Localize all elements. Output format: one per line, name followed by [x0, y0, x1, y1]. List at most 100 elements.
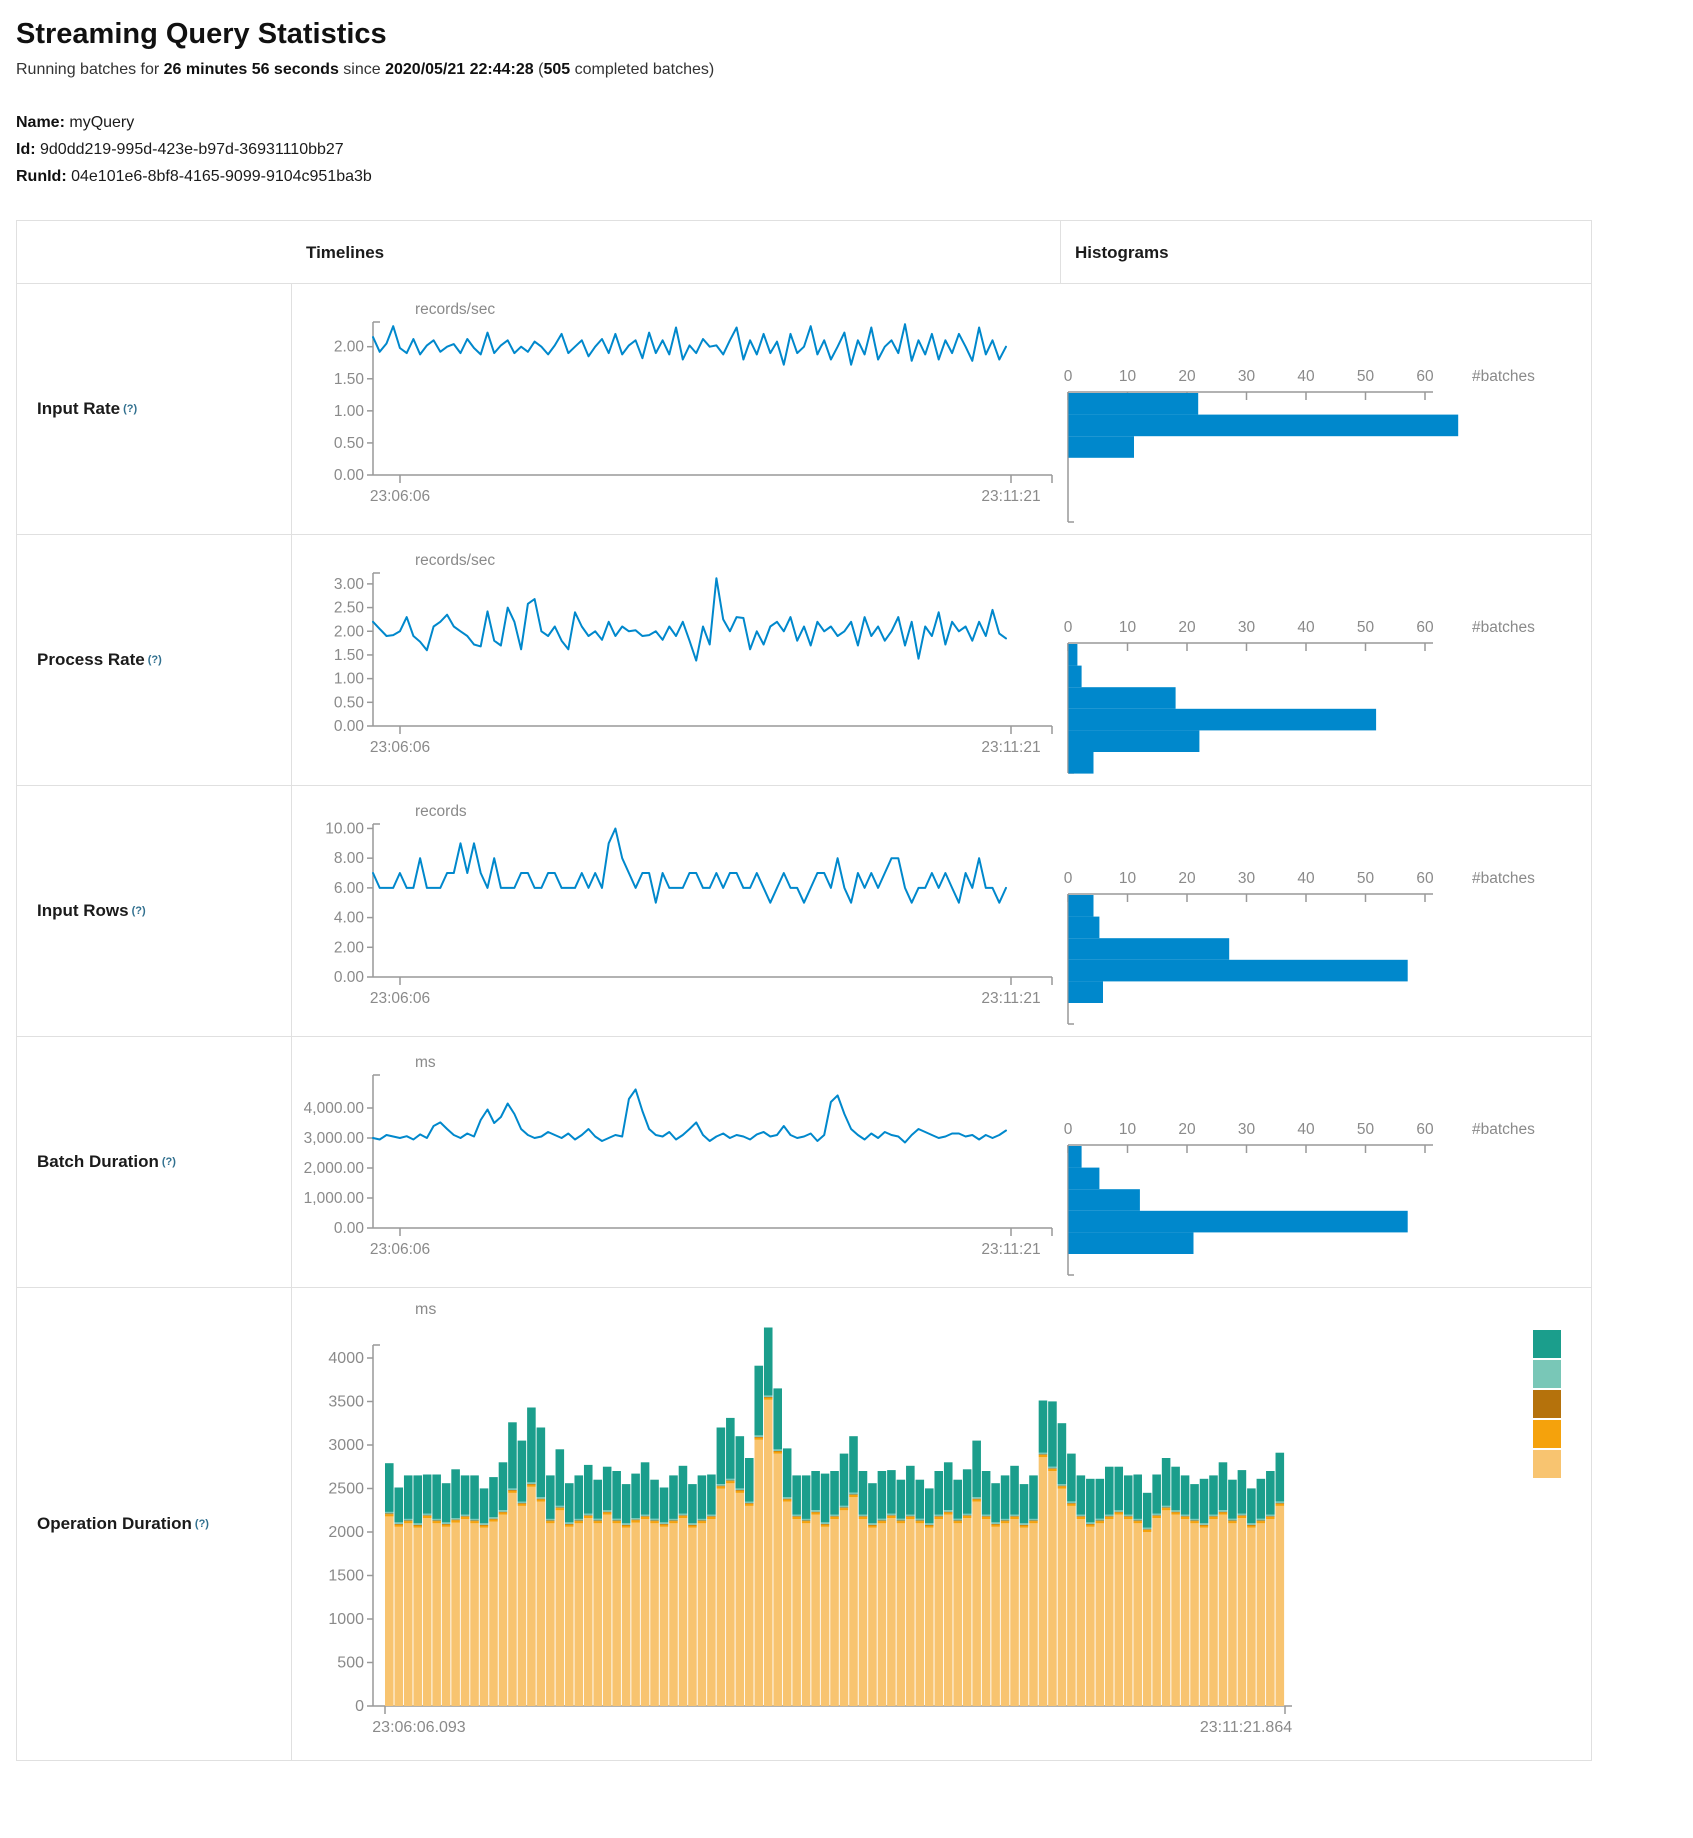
svg-text:#batches: #batches — [1472, 1121, 1535, 1138]
svg-text:1,000.00: 1,000.00 — [304, 1190, 365, 1207]
svg-text:4,000.00: 4,000.00 — [304, 1100, 365, 1117]
svg-text:20: 20 — [1178, 619, 1196, 636]
statistics-table: Timelines Histograms Input Rate (?) recor… — [16, 220, 1592, 1761]
column-header-timelines: Timelines — [292, 221, 1060, 284]
svg-text:1000: 1000 — [328, 1611, 364, 1628]
svg-text:3,000.00: 3,000.00 — [304, 1130, 365, 1147]
svg-text:ms: ms — [415, 1301, 436, 1318]
svg-text:8.00: 8.00 — [334, 850, 365, 867]
input-rate-charts: records/sec 0.00 0.50 1.00 1.50 2.00 23:06:06 2… — [292, 284, 1591, 535]
query-meta: Name: myQuery Id: 9d0dd219-995d-423e-b97… — [16, 109, 1693, 190]
batch-duration-charts: ms 0.00 1,000.00 2,000.00 3,000.00 4,000.00 23… — [292, 1037, 1591, 1288]
svg-text:10: 10 — [1119, 1121, 1137, 1138]
svg-text:30: 30 — [1238, 870, 1256, 887]
operation-duration-stacked-chart: ms 0 500 1000 1500 2000 2500 3000 3500 4000 23:06:… — [328, 1301, 1561, 1736]
legend-swatch-1 — [1533, 1360, 1561, 1388]
svg-text:0: 0 — [1064, 368, 1073, 385]
svg-text:0.00: 0.00 — [334, 969, 365, 986]
svg-text:4.00: 4.00 — [334, 910, 365, 927]
svg-text:1.00: 1.00 — [334, 671, 365, 688]
running-status-line: Running batches for 26 minutes 56 second… — [16, 61, 1693, 79]
svg-text:3500: 3500 — [328, 1394, 364, 1411]
svg-text:0: 0 — [355, 1698, 364, 1715]
svg-text:23:06:06: 23:06:06 — [370, 739, 430, 756]
query-name: myQuery — [69, 114, 135, 131]
svg-text:10: 10 — [1119, 368, 1137, 385]
svg-text:6.00: 6.00 — [334, 880, 365, 897]
svg-text:0: 0 — [1064, 619, 1073, 636]
input-rows-charts: records 0.00 2.00 4.00 6.00 8.00 10.00 23:06:06… — [292, 786, 1591, 1037]
svg-text:23:11:21: 23:11:21 — [981, 739, 1040, 756]
svg-text:23:06:06: 23:06:06 — [370, 488, 430, 505]
process-rate-charts: records/sec 0.00 0.50 1.00 1.50 2.00 2.50 3.00 2… — [292, 535, 1591, 786]
svg-text:#batches: #batches — [1472, 619, 1535, 636]
runid-label: RunId: — [16, 168, 67, 185]
svg-text:records/sec: records/sec — [415, 552, 495, 569]
status-prefix: Running batches for — [16, 61, 164, 78]
operation-duration-label: Operation Duration — [37, 1514, 192, 1533]
svg-text:60: 60 — [1416, 619, 1434, 636]
svg-text:2.00: 2.00 — [334, 623, 365, 640]
help-icon[interactable]: (?) — [147, 654, 162, 666]
svg-text:ms: ms — [415, 1054, 436, 1071]
svg-text:#batches: #batches — [1472, 368, 1535, 385]
svg-text:1.50: 1.50 — [334, 371, 365, 388]
start-timestamp: 2020/05/21 22:44:28 — [385, 61, 534, 78]
svg-text:60: 60 — [1416, 870, 1434, 887]
histogram-chart: 0 10 20 30 40 50 60 #batches — [1064, 619, 1535, 774]
svg-text:10: 10 — [1119, 870, 1137, 887]
svg-text:40: 40 — [1297, 870, 1315, 887]
svg-text:40: 40 — [1297, 1121, 1315, 1138]
input-rate-label: Input Rate — [37, 399, 121, 418]
svg-text:0: 0 — [1064, 1121, 1073, 1138]
svg-text:records: records — [415, 803, 467, 820]
svg-text:#batches: #batches — [1472, 870, 1535, 887]
row-label-process-rate: Process Rate (?) — [17, 535, 292, 786]
svg-text:0.00: 0.00 — [334, 1220, 365, 1237]
svg-text:records/sec: records/sec — [415, 301, 495, 318]
help-icon[interactable]: (?) — [123, 403, 138, 415]
svg-text:50: 50 — [1357, 870, 1375, 887]
svg-text:60: 60 — [1416, 368, 1434, 385]
svg-text:30: 30 — [1238, 619, 1256, 636]
running-duration: 26 minutes 56 seconds — [163, 61, 339, 78]
row-label-input-rate: Input Rate (?) — [17, 284, 292, 535]
svg-text:2.00: 2.00 — [334, 339, 365, 356]
timeline-chart: records/sec 0.00 0.50 1.00 1.50 2.00 23:06:06 2… — [334, 301, 1053, 505]
svg-text:50: 50 — [1357, 1121, 1375, 1138]
completed-batches-count: 505 — [543, 61, 571, 78]
query-id-line: Id: 9d0dd219-995d-423e-b97d-36931110bb27 — [16, 136, 1693, 163]
svg-text:0.00: 0.00 — [334, 718, 365, 735]
histogram-chart: 0 10 20 30 40 50 60 #batches — [1064, 368, 1535, 523]
svg-text:0.00: 0.00 — [334, 467, 365, 484]
header-empty-cell — [17, 221, 292, 284]
timeline-chart: records/sec 0.00 0.50 1.00 1.50 2.00 2.50 3.00 2… — [334, 552, 1053, 756]
help-icon[interactable]: (?) — [194, 1518, 209, 1530]
id-label: Id: — [16, 141, 36, 158]
svg-text:2000: 2000 — [328, 1524, 364, 1541]
paren: ( — [533, 61, 544, 78]
svg-text:23:06:06: 23:06:06 — [370, 1241, 430, 1258]
query-runid-line: RunId: 04e101e6-8bf8-4165-9099-9104c951b… — [16, 163, 1693, 190]
svg-text:2.00: 2.00 — [334, 939, 365, 956]
help-icon[interactable]: (?) — [161, 1156, 176, 1168]
svg-text:20: 20 — [1178, 870, 1196, 887]
row-label-operation-duration: Operation Duration (?) — [17, 1288, 292, 1760]
timeline-chart: ms 0.00 1,000.00 2,000.00 3,000.00 4,000.00 23… — [304, 1054, 1053, 1258]
legend-swatch-2 — [1533, 1390, 1561, 1418]
svg-text:23:06:06.093: 23:06:06.093 — [372, 1719, 466, 1736]
svg-text:23:06:06: 23:06:06 — [370, 990, 430, 1007]
svg-text:0.50: 0.50 — [334, 694, 365, 711]
svg-text:1.00: 1.00 — [334, 403, 365, 420]
svg-text:50: 50 — [1357, 368, 1375, 385]
svg-text:23:11:21.864: 23:11:21.864 — [1200, 1719, 1292, 1736]
legend-swatch-3 — [1533, 1420, 1561, 1448]
operation-duration-chart: ms 0 500 1000 1500 2000 2500 3000 3500 4000 23:06:… — [292, 1288, 1591, 1760]
svg-text:4000: 4000 — [328, 1350, 364, 1367]
svg-text:23:11:21: 23:11:21 — [981, 990, 1040, 1007]
process-rate-label: Process Rate — [37, 650, 145, 669]
batch-duration-label: Batch Duration — [37, 1152, 159, 1171]
query-runid: 04e101e6-8bf8-4165-9099-9104c951ba3b — [71, 168, 372, 185]
help-icon[interactable]: (?) — [131, 905, 146, 917]
histogram-chart: 0 10 20 30 40 50 60 #batches — [1064, 870, 1535, 1025]
